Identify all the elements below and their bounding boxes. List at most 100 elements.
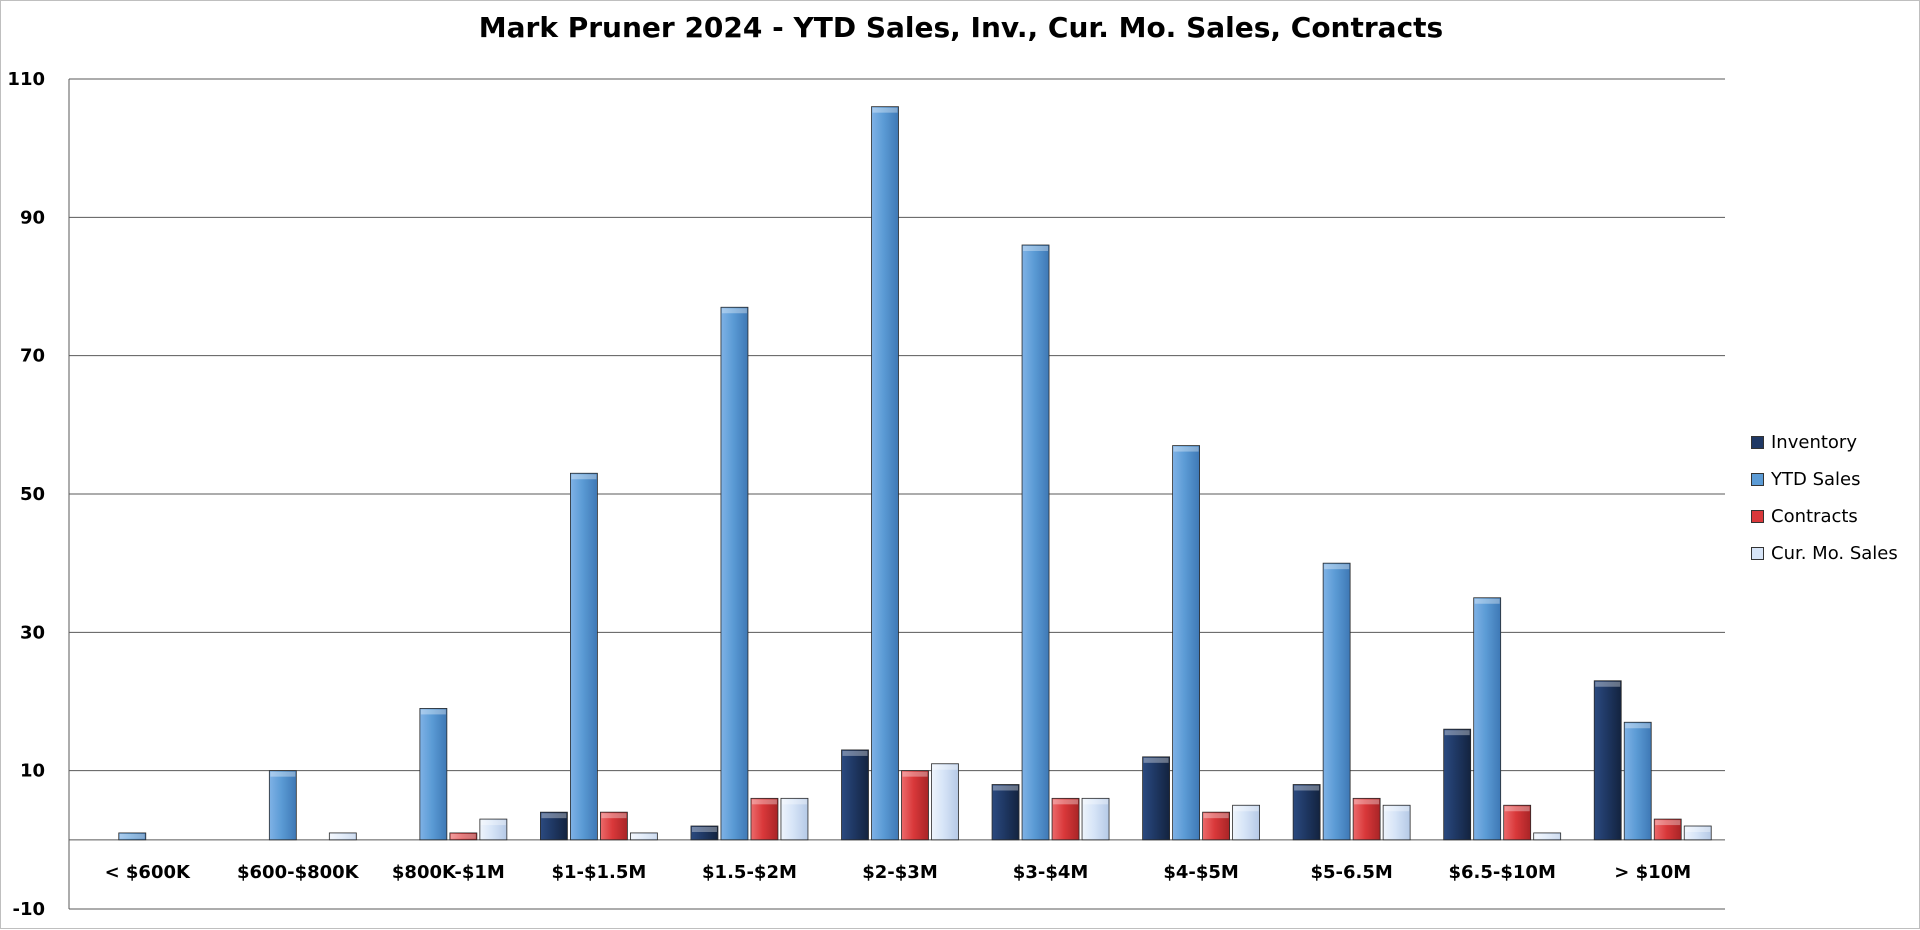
bar-highlight: [1324, 564, 1350, 570]
chart-title: Mark Pruner 2024 - YTD Sales, Inv., Cur.…: [478, 11, 1444, 44]
x-category-label: < $600K: [105, 862, 191, 883]
bar-ytd-sales: [1172, 445, 1200, 841]
bar-highlight: [1053, 799, 1079, 805]
x-category-label: $600-$800K: [237, 862, 360, 883]
x-category-label: $6.5-$10M: [1448, 862, 1555, 883]
bar-highlight: [1083, 799, 1109, 805]
bar-ytd-sales: [118, 832, 147, 841]
x-category-label: $2-$3M: [862, 862, 937, 883]
bar-cur-mo-sales: [1382, 804, 1411, 841]
x-category-label: $5-6.5M: [1310, 862, 1392, 883]
bar-highlight: [1384, 806, 1410, 812]
legend-label: Cur. Mo. Sales: [1771, 543, 1898, 564]
x-category-label: $1-$1.5M: [551, 862, 646, 883]
bar-contracts: [1202, 811, 1230, 841]
bar-highlight: [781, 799, 807, 805]
x-category-label: $3-$4M: [1013, 862, 1088, 883]
bar-cur-mo-sales: [1533, 832, 1562, 841]
bar-highlight: [1474, 598, 1500, 604]
y-axis-ticks: -10 10 30 50 70 90 110: [7, 69, 45, 920]
bar-inventory: [991, 784, 1020, 841]
bar-inventory: [1443, 728, 1472, 841]
y-tick-label: 30: [20, 622, 45, 643]
legend-label: Contracts: [1771, 506, 1858, 527]
bar-highlight: [1444, 730, 1470, 736]
bar-inventory: [690, 825, 719, 841]
bar-highlight: [1655, 820, 1681, 826]
bar-highlight: [631, 833, 657, 839]
bar-cur-mo-sales: [630, 832, 658, 841]
bar-highlight: [571, 474, 597, 480]
bar-highlight: [450, 833, 476, 839]
bar-cur-mo-sales: [780, 797, 809, 841]
bar-highlight: [751, 799, 777, 805]
bar-highlight: [902, 771, 928, 777]
bar-highlight: [872, 107, 898, 113]
bar-ytd-sales: [720, 306, 749, 841]
bar-inventory: [1292, 784, 1321, 841]
bar-highlight: [1233, 806, 1259, 812]
bar-highlight: [1595, 681, 1621, 687]
x-category-label: $800K-$1M: [392, 862, 505, 883]
bar-highlight: [1294, 785, 1320, 791]
bar-cur-mo-sales: [479, 818, 508, 841]
x-category-label: $1.5-$2M: [702, 862, 797, 883]
bar-inventory: [1593, 680, 1622, 841]
legend-label: YTD Sales: [1771, 469, 1861, 490]
bar-highlight: [1203, 813, 1229, 819]
legend-label: Inventory: [1771, 432, 1857, 453]
legend-swatch: [1751, 436, 1764, 449]
bar-highlight: [480, 820, 506, 826]
bar-ytd-sales: [268, 770, 297, 841]
bar-ytd-sales: [1322, 562, 1351, 841]
y-tick-label: 110: [7, 69, 45, 90]
legend-item: YTD Sales: [1751, 461, 1898, 498]
legend: Inventory YTD Sales Contracts Cur. Mo. Sale…: [1751, 424, 1898, 572]
bar-highlight: [932, 764, 958, 770]
bar-ytd-sales: [871, 106, 899, 841]
bar-cur-mo-sales: [1232, 804, 1260, 841]
bar-ytd-sales: [1623, 721, 1652, 841]
legend-swatch: [1751, 510, 1764, 523]
bar-cur-mo-sales: [1081, 797, 1110, 841]
bar-highlight: [842, 750, 868, 756]
y-tick-label: 10: [20, 761, 45, 782]
bar-ytd-sales: [570, 472, 598, 841]
x-axis-categories: < $600K $600-$800K $800K-$1M $1-$1.5M $1.5-$…: [105, 862, 1692, 883]
legend-item: Contracts: [1751, 498, 1898, 535]
bar-cur-mo-sales: [328, 832, 357, 841]
bar-contracts: [750, 797, 779, 841]
x-category-label: $4-$5M: [1163, 862, 1238, 883]
bar-ytd-sales: [1473, 597, 1502, 841]
bar-contracts: [600, 811, 628, 841]
x-category-label: > $10M: [1614, 862, 1691, 883]
bar-inventory: [540, 811, 568, 841]
y-tick-label: 90: [20, 207, 45, 228]
bar-cur-mo-sales: [931, 763, 959, 841]
bar-contracts: [449, 832, 478, 841]
bar-ytd-sales: [1021, 244, 1050, 841]
bar-highlight: [691, 827, 717, 832]
legend-item: Inventory: [1751, 424, 1898, 461]
bars: [118, 106, 1712, 841]
bar-highlight: [1685, 827, 1711, 832]
bar-highlight: [1023, 246, 1049, 251]
bar-highlight: [541, 813, 567, 819]
bar-highlight: [601, 813, 627, 819]
bar-highlight: [1354, 799, 1380, 805]
bar-inventory: [841, 749, 869, 841]
bar-contracts: [901, 770, 929, 841]
bar-inventory: [1142, 756, 1170, 841]
y-tick-label: -10: [12, 899, 45, 920]
bar-highlight: [1173, 446, 1199, 452]
y-tick-label: 50: [20, 484, 45, 505]
bar-highlight: [270, 771, 296, 777]
bar-highlight: [119, 833, 145, 839]
bar-highlight: [993, 785, 1019, 791]
bar-highlight: [1143, 757, 1169, 763]
legend-swatch: [1751, 473, 1764, 486]
bar-contracts: [1503, 804, 1532, 841]
bar-highlight: [420, 709, 446, 715]
